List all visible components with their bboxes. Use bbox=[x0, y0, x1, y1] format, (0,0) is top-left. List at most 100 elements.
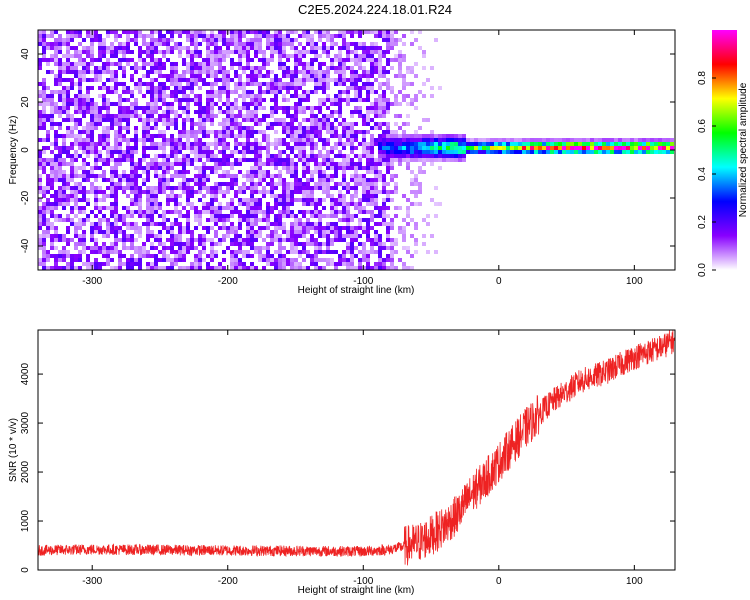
spectrogram-cell bbox=[70, 38, 74, 42]
spectrogram-cell bbox=[290, 166, 294, 170]
spectrogram-cell bbox=[94, 230, 98, 234]
spectrogram-cell bbox=[486, 150, 490, 154]
spectrogram-cell bbox=[314, 82, 318, 86]
spectrogram-cell bbox=[398, 54, 402, 58]
spectrogram-cell bbox=[278, 150, 282, 154]
spectrogram-cell bbox=[406, 214, 410, 218]
spectrogram-cell bbox=[42, 110, 46, 114]
spectrogram-cell bbox=[210, 254, 214, 258]
spectrogram-cell bbox=[414, 94, 418, 98]
spectrogram-cell bbox=[70, 218, 74, 222]
spectrogram-cell bbox=[294, 114, 298, 118]
spectrogram-cell bbox=[266, 138, 270, 142]
spectrogram-cell bbox=[170, 210, 174, 214]
spectrogram-cell bbox=[266, 90, 270, 94]
spectrogram-cell bbox=[262, 114, 266, 118]
spectrogram-cell bbox=[402, 238, 406, 242]
spectrogram-cell bbox=[274, 206, 278, 210]
spectrogram-cell bbox=[366, 178, 370, 182]
spectrogram-cell bbox=[378, 154, 382, 158]
spectrogram-cell bbox=[202, 78, 206, 82]
spectrogram-cell bbox=[242, 190, 246, 194]
spectrogram-cell bbox=[338, 46, 342, 50]
spectrogram-cell bbox=[278, 254, 282, 258]
spectrogram-cell bbox=[114, 206, 118, 210]
spectrogram-cell bbox=[386, 254, 390, 258]
spectrogram-cell bbox=[282, 162, 286, 166]
spectrogram-cell bbox=[414, 242, 418, 246]
spectrogram-cell bbox=[194, 74, 198, 78]
spectrogram-cell bbox=[338, 98, 342, 102]
spectrogram-cell bbox=[102, 250, 106, 254]
spectrogram-cell bbox=[110, 246, 114, 250]
spectrogram-cell bbox=[258, 122, 262, 126]
spectrogram-cell bbox=[422, 66, 426, 70]
spectrogram-cell bbox=[94, 174, 98, 178]
spectrogram-cell bbox=[210, 214, 214, 218]
spectrogram-cell bbox=[322, 34, 326, 38]
colorbar-tick-label: 0.4 bbox=[697, 167, 708, 181]
spectrogram-cell bbox=[286, 258, 290, 262]
spectrogram-cell bbox=[222, 122, 226, 126]
spectrogram-cell bbox=[358, 154, 362, 158]
spectrogram-cell bbox=[146, 46, 150, 50]
spectrogram-cell bbox=[106, 154, 110, 158]
spectrogram-cell bbox=[518, 142, 522, 146]
spectrogram-cell bbox=[306, 42, 310, 46]
spectrogram-cell bbox=[146, 226, 150, 230]
spectrogram-cell bbox=[398, 90, 402, 94]
spectrogram-cell bbox=[94, 194, 98, 198]
spectrogram-cell bbox=[58, 254, 62, 258]
spectrogram-cell bbox=[326, 50, 330, 54]
spectrogram-cell bbox=[150, 222, 154, 226]
spectrogram-cell bbox=[266, 210, 270, 214]
spectrogram-cell bbox=[198, 42, 202, 46]
spectrogram-cell bbox=[498, 138, 502, 142]
spectrogram-cell bbox=[334, 58, 338, 62]
spectrogram-cell bbox=[166, 238, 170, 242]
spectrogram-cell bbox=[234, 206, 238, 210]
spectrogram-cell bbox=[82, 190, 86, 194]
spectrogram-cell bbox=[38, 138, 42, 142]
spectrogram-cell bbox=[346, 90, 350, 94]
spectrogram-cell bbox=[50, 182, 54, 186]
spectrogram-cell bbox=[334, 126, 338, 130]
spectrogram-cell bbox=[246, 106, 250, 110]
spectrogram-cell bbox=[198, 214, 202, 218]
spectrogram-cell bbox=[70, 118, 74, 122]
spectrogram-cell bbox=[326, 98, 330, 102]
spectrogram-cell bbox=[278, 162, 282, 166]
spectrogram-cell bbox=[350, 238, 354, 242]
spectrogram-cell bbox=[58, 134, 62, 138]
spectrogram-cell bbox=[222, 222, 226, 226]
spectrogram-cell bbox=[198, 150, 202, 154]
spectrogram-cell bbox=[666, 150, 670, 154]
spectrogram-cell bbox=[534, 150, 538, 154]
spectrogram-cell bbox=[250, 254, 254, 258]
spectrogram-cell bbox=[210, 130, 214, 134]
spectrogram-cell bbox=[250, 194, 254, 198]
spectrogram-cell bbox=[254, 66, 258, 70]
spectrogram-cell bbox=[138, 262, 142, 266]
spectrogram-cell bbox=[330, 58, 334, 62]
spectrogram-cell bbox=[170, 134, 174, 138]
spectrogram-cell bbox=[158, 106, 162, 110]
spectrogram-cell bbox=[86, 126, 90, 130]
snr-y-tick-label: 2000 bbox=[20, 460, 31, 483]
spectrogram-cell bbox=[282, 86, 286, 90]
spectrogram-cell bbox=[90, 262, 94, 266]
spectrogram-cell bbox=[390, 130, 394, 134]
spectrogram-cell bbox=[390, 246, 394, 250]
spectrogram-cell bbox=[382, 94, 386, 98]
spectrogram-cell bbox=[94, 154, 98, 158]
spectrogram-cell bbox=[182, 62, 186, 66]
spectrogram-cell bbox=[162, 266, 166, 270]
spectrogram-cell bbox=[302, 266, 306, 270]
spectrogram-cell bbox=[378, 102, 382, 106]
spectrogram-cell bbox=[86, 258, 90, 262]
spectrogram-cell bbox=[370, 58, 374, 62]
spectrogram-cell bbox=[138, 186, 142, 190]
spectrogram-cell bbox=[410, 254, 414, 258]
spectrogram-cell bbox=[174, 158, 178, 162]
spectrogram-cell bbox=[314, 78, 318, 82]
